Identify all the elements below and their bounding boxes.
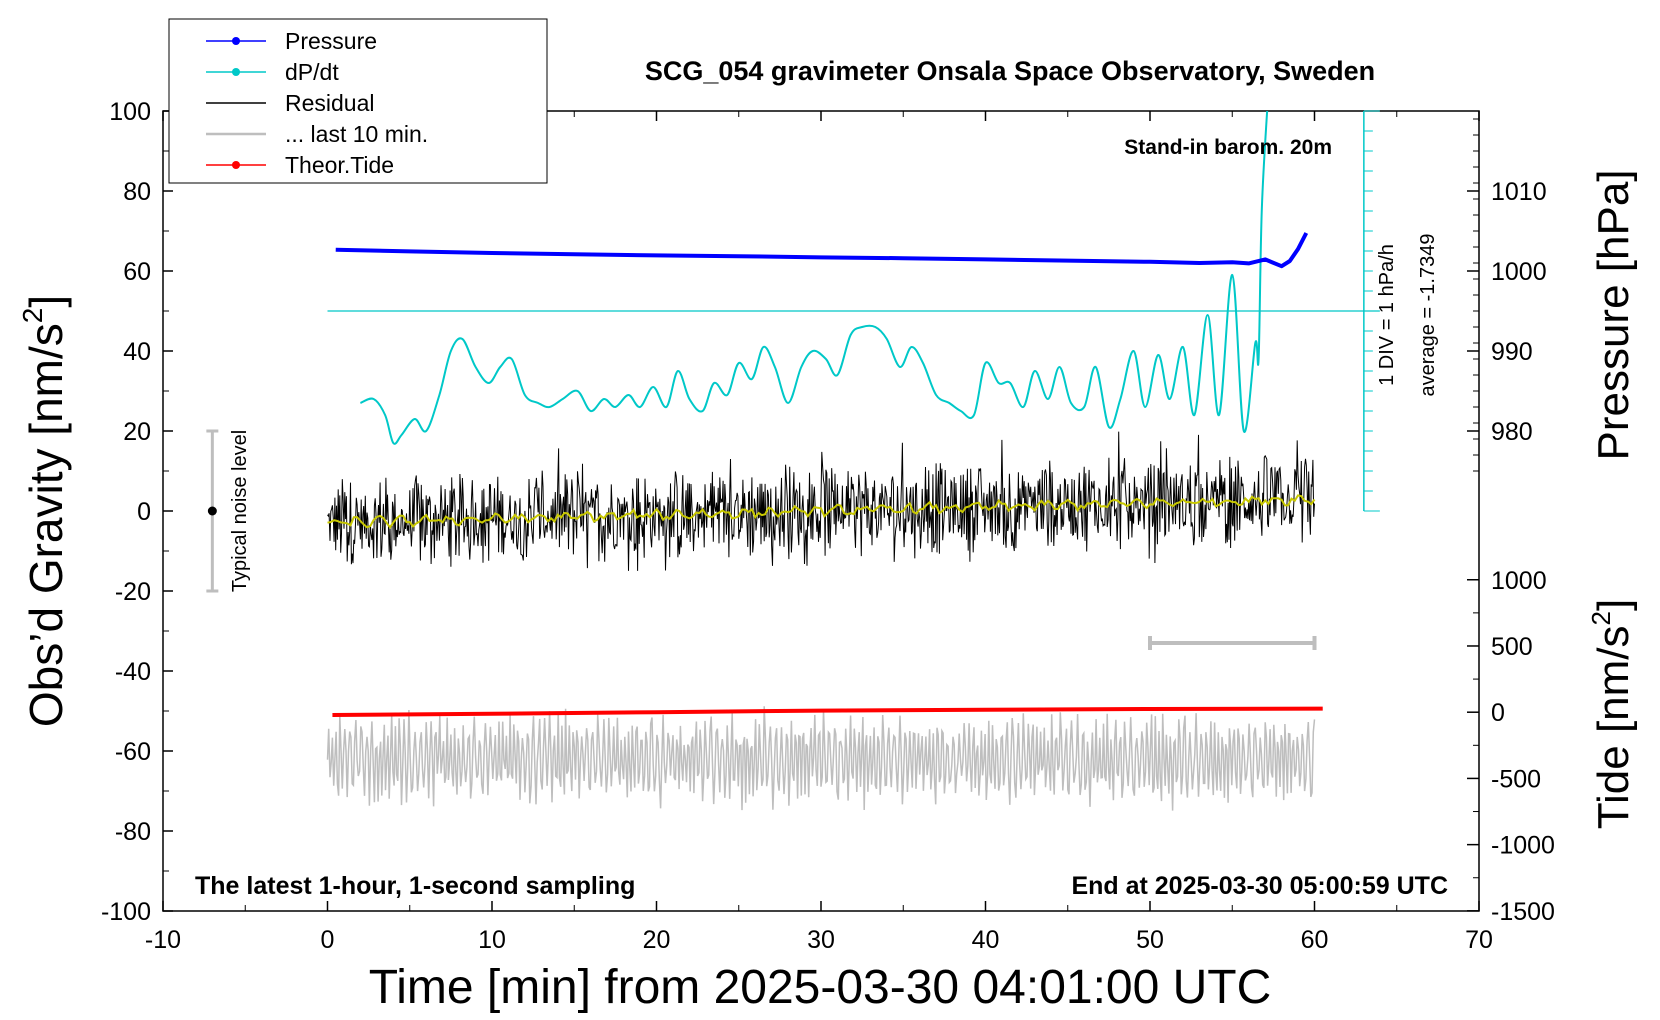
x-tick-label: 10 (478, 926, 506, 954)
pressure-tick-label: 990 (1491, 338, 1533, 366)
y-axis-label-left-text: Obs’d Gravity [nm/s (20, 323, 72, 727)
y-tick-label: 60 (123, 258, 151, 286)
legend-label: dP/dt (285, 59, 339, 85)
y-axis-left: 100 80 60 40 20 0 -20 -40 -60 -80 -100 (101, 98, 173, 926)
x-axis: -10 0 10 20 30 40 50 60 70 (145, 111, 1493, 954)
pressure-series (335, 232, 1309, 269)
legend-marker (232, 68, 240, 76)
theoretical-tide-series (332, 706, 1323, 717)
legend-box (168, 18, 548, 184)
legend: Pressure dP/dt Residual ... last 10 min. The… (168, 18, 548, 184)
noise-level-bar (206, 429, 219, 593)
dpdt-series (360, 111, 1269, 445)
noise-level-label: Typical noise level (229, 430, 251, 592)
tide-axis-label-sup: 2 (1586, 611, 1616, 625)
y-tick-label: -40 (115, 658, 151, 686)
last-10-min-line (326, 706, 1316, 811)
tide-tick-label: 0 (1491, 699, 1505, 727)
dpdt-scale (327, 110, 1380, 512)
x-axis-label: Time [min] from 2025-03-30 04:01:00 UTC (369, 961, 1272, 1014)
x-tick-label: 40 (972, 926, 1000, 954)
tide-axis: 1000 500 0 -500 -1000 -1500 (1467, 567, 1555, 926)
smoothed-residual-line (327, 494, 1316, 529)
x-tick-label: 60 (1301, 926, 1329, 954)
legend-marker (232, 37, 240, 45)
legend-label: Theor.Tide (285, 152, 394, 178)
tide-tick-label: -1500 (1491, 898, 1555, 926)
y-tick-label: 0 (137, 498, 151, 526)
legend-label: Pressure (285, 28, 377, 54)
dpdt-div-label: 1 DIV = 1 hPa/h (1376, 244, 1398, 386)
tide-axis-label: Tide [nm/s2] (1586, 599, 1638, 829)
y-tick-label: -80 (115, 818, 151, 846)
last-10-min-series (326, 706, 1316, 811)
legend-label: ... last 10 min. (285, 121, 428, 147)
tide-tick-label: 1000 (1491, 567, 1547, 595)
last-10-min-bar (1148, 636, 1317, 650)
tide-tick-label: 500 (1491, 633, 1533, 661)
pressure-tick-label: 1010 (1491, 178, 1547, 206)
noise-bar-center (207, 506, 217, 516)
y-axis-label-left-sup: 2 (17, 308, 48, 324)
y-tick-label: 100 (109, 98, 151, 126)
pressure-tick-label: 980 (1491, 418, 1533, 446)
legend-label: Residual (285, 90, 375, 116)
chart-title: SCG_054 gravimeter Onsala Space Observat… (645, 56, 1375, 86)
y-axis-label-left: Obs’d Gravity [nm/s2] (17, 295, 72, 727)
tide-tick-label: -500 (1491, 765, 1541, 793)
y-tick-label: -60 (115, 738, 151, 766)
y-tick-label: -100 (101, 898, 151, 926)
x-tick-label: 70 (1465, 926, 1493, 954)
pressure-line (335, 232, 1309, 269)
y-tick-label: 20 (123, 418, 151, 446)
y-axis-label-left-close: ] (20, 295, 72, 308)
residual-line (327, 431, 1315, 571)
tide-line (332, 706, 1323, 717)
tide-axis-label-text: Tide [nm/s (1589, 625, 1638, 829)
legend-marker (232, 161, 240, 169)
smoothed-residual-series (327, 494, 1316, 529)
x-tick-label: 50 (1136, 926, 1164, 954)
y-tick-label: 40 (123, 338, 151, 366)
x-tick-label: -10 (145, 926, 181, 954)
dpdt-line (360, 111, 1269, 445)
dpdt-average-label: average = -1.7349 (1417, 234, 1439, 397)
bottom-left-note: The latest 1-hour, 1-second sampling (195, 872, 635, 900)
barometer-note: Stand-in barom. 20m (1124, 136, 1332, 159)
pressure-axis: 1010 1000 990 980 (1467, 118, 1547, 472)
tide-axis-label-close: ] (1589, 599, 1638, 611)
pressure-axis-label: Pressure [hPa] (1589, 169, 1638, 460)
x-tick-label: 20 (643, 926, 671, 954)
tide-tick-label: -1000 (1491, 832, 1555, 860)
pressure-tick-label: 1000 (1491, 258, 1547, 286)
bottom-right-note: End at 2025-03-30 05:00:59 UTC (1071, 872, 1448, 900)
residual-series (327, 431, 1315, 571)
x-tick-label: 0 (321, 926, 335, 954)
x-tick-label: 30 (807, 926, 835, 954)
y-tick-label: 80 (123, 178, 151, 206)
y-tick-label: -20 (115, 578, 151, 606)
